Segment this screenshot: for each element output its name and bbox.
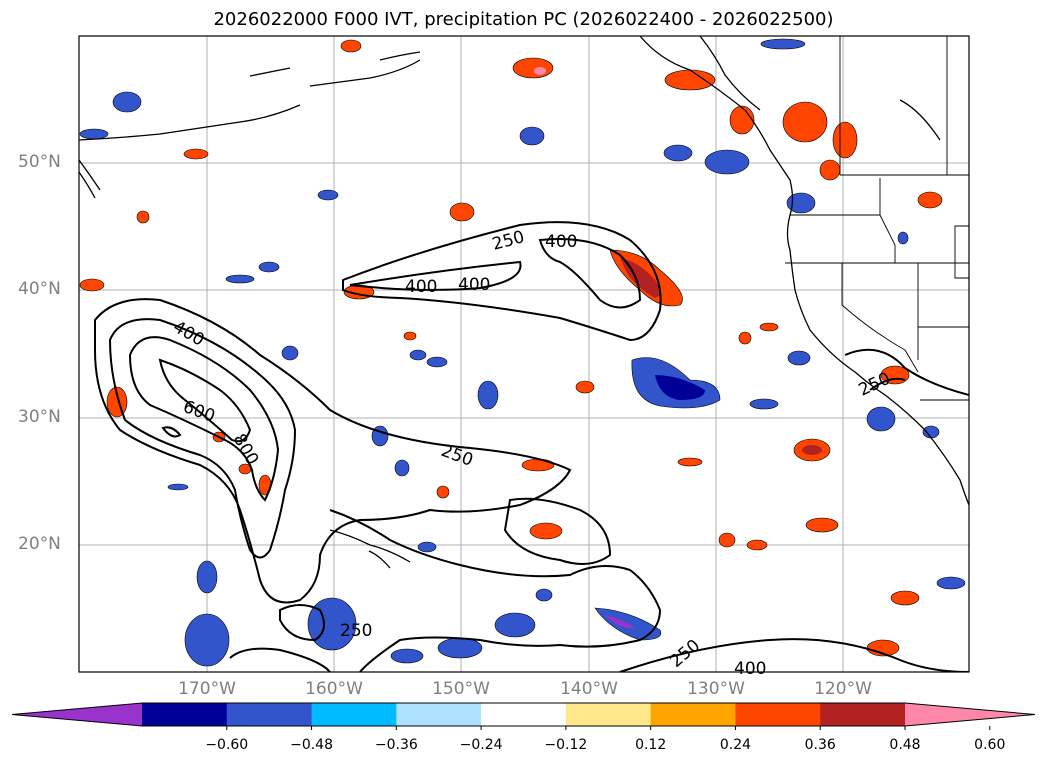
colorbar-tick-label: 0.60: [974, 737, 1006, 753]
lon-label-140w: 140°W: [560, 679, 618, 699]
colorbar-tick-label: −0.24: [459, 737, 503, 753]
lat-label-20n: 20°N: [18, 534, 61, 554]
state-borders: [785, 36, 969, 401]
colorbar-tick-label: −0.36: [374, 737, 418, 753]
colorbar-tick-label: 0.36: [804, 737, 836, 753]
colorbar: [11, 702, 1036, 730]
colorbar-segment: [565, 703, 652, 726]
lon-label-170w: 170°W: [178, 679, 236, 699]
colorbar-outline: [11, 702, 1036, 727]
colorbar-extend-low: [12, 703, 142, 726]
colorbar-segment: [396, 703, 482, 726]
colorbar-tick-label: −0.48: [290, 737, 333, 753]
lat-label-40n: 40°N: [18, 279, 61, 299]
colorbar-tick-label: −0.60: [205, 737, 249, 753]
colorbar-tick-label: 0.12: [635, 737, 667, 753]
ivt-contours: [94, 221, 969, 672]
colorbar-segment: [226, 703, 313, 726]
lon-label-160w: 160°W: [305, 679, 363, 699]
colorbar-segment: [820, 703, 906, 726]
colorbar-segment: [650, 703, 736, 726]
lat-label-30n: 30°N: [18, 407, 61, 427]
lat-label-50n: 50°N: [18, 152, 61, 172]
colorbar-tick-label: −0.12: [544, 737, 588, 753]
lon-label-130w: 130°W: [687, 679, 745, 699]
lon-label-120w: 120°W: [814, 679, 872, 699]
colorbar-tick-label: 0.48: [889, 737, 921, 753]
map-title: 2026022000 F000 IVT, precipitation PC (2…: [213, 9, 834, 30]
colorbar-extend-high: [905, 703, 1035, 726]
lon-label-150w: 150°W: [432, 679, 490, 699]
colorbar-segment: [142, 703, 228, 726]
map-frame: [78, 35, 970, 673]
negative-precip-anomalies: [79, 38, 966, 667]
colorbar-segment: [311, 703, 397, 726]
colorbar-segment: [735, 703, 821, 726]
colorbar-segment: [481, 703, 567, 726]
coastlines: [79, 36, 969, 569]
colorbar-tick-label: 0.24: [719, 737, 752, 753]
